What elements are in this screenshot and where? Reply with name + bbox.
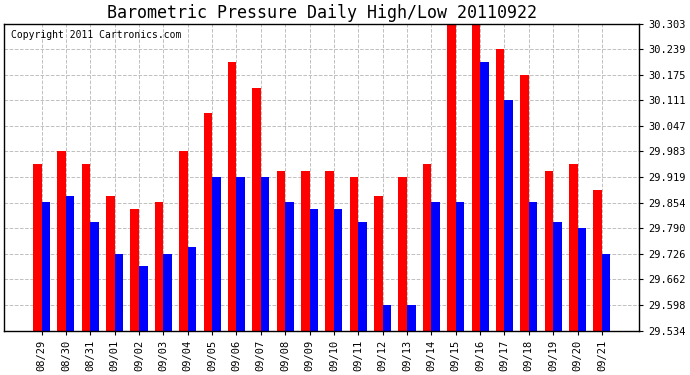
Title: Barometric Pressure Daily High/Low 20110922: Barometric Pressure Daily High/Low 20110… xyxy=(107,4,537,22)
Bar xyxy=(431,202,440,330)
Bar xyxy=(179,152,188,330)
Bar xyxy=(471,24,480,330)
Bar xyxy=(374,196,383,330)
Bar xyxy=(334,209,342,330)
Bar xyxy=(399,177,407,330)
Bar xyxy=(81,164,90,330)
Bar xyxy=(480,62,489,330)
Bar xyxy=(350,177,358,330)
Bar xyxy=(90,222,99,330)
Bar xyxy=(455,202,464,330)
Bar xyxy=(383,305,391,330)
Bar xyxy=(544,171,553,330)
Bar xyxy=(237,177,245,330)
Bar xyxy=(57,152,66,330)
Bar xyxy=(326,171,334,330)
Bar xyxy=(261,177,269,330)
Text: Copyright 2011 Cartronics.com: Copyright 2011 Cartronics.com xyxy=(10,30,181,40)
Bar xyxy=(504,100,513,330)
Bar xyxy=(66,196,75,330)
Bar xyxy=(496,49,504,330)
Bar xyxy=(155,202,164,330)
Bar xyxy=(407,305,415,330)
Bar xyxy=(285,202,294,330)
Bar xyxy=(164,254,172,330)
Bar xyxy=(602,254,611,330)
Bar xyxy=(529,202,538,330)
Bar xyxy=(253,88,261,330)
Bar xyxy=(358,222,367,330)
Bar xyxy=(423,164,431,330)
Bar xyxy=(447,24,455,330)
Bar xyxy=(106,196,115,330)
Bar xyxy=(520,75,529,330)
Bar xyxy=(139,266,148,330)
Bar xyxy=(212,177,221,330)
Bar xyxy=(115,254,124,330)
Bar xyxy=(188,247,196,330)
Bar xyxy=(578,228,586,330)
Bar xyxy=(593,190,602,330)
Bar xyxy=(33,164,41,330)
Bar xyxy=(41,202,50,330)
Bar xyxy=(204,113,212,330)
Bar xyxy=(228,62,237,330)
Bar xyxy=(301,171,310,330)
Bar xyxy=(130,209,139,330)
Bar xyxy=(310,209,318,330)
Bar xyxy=(553,222,562,330)
Bar xyxy=(569,164,578,330)
Bar xyxy=(277,171,285,330)
